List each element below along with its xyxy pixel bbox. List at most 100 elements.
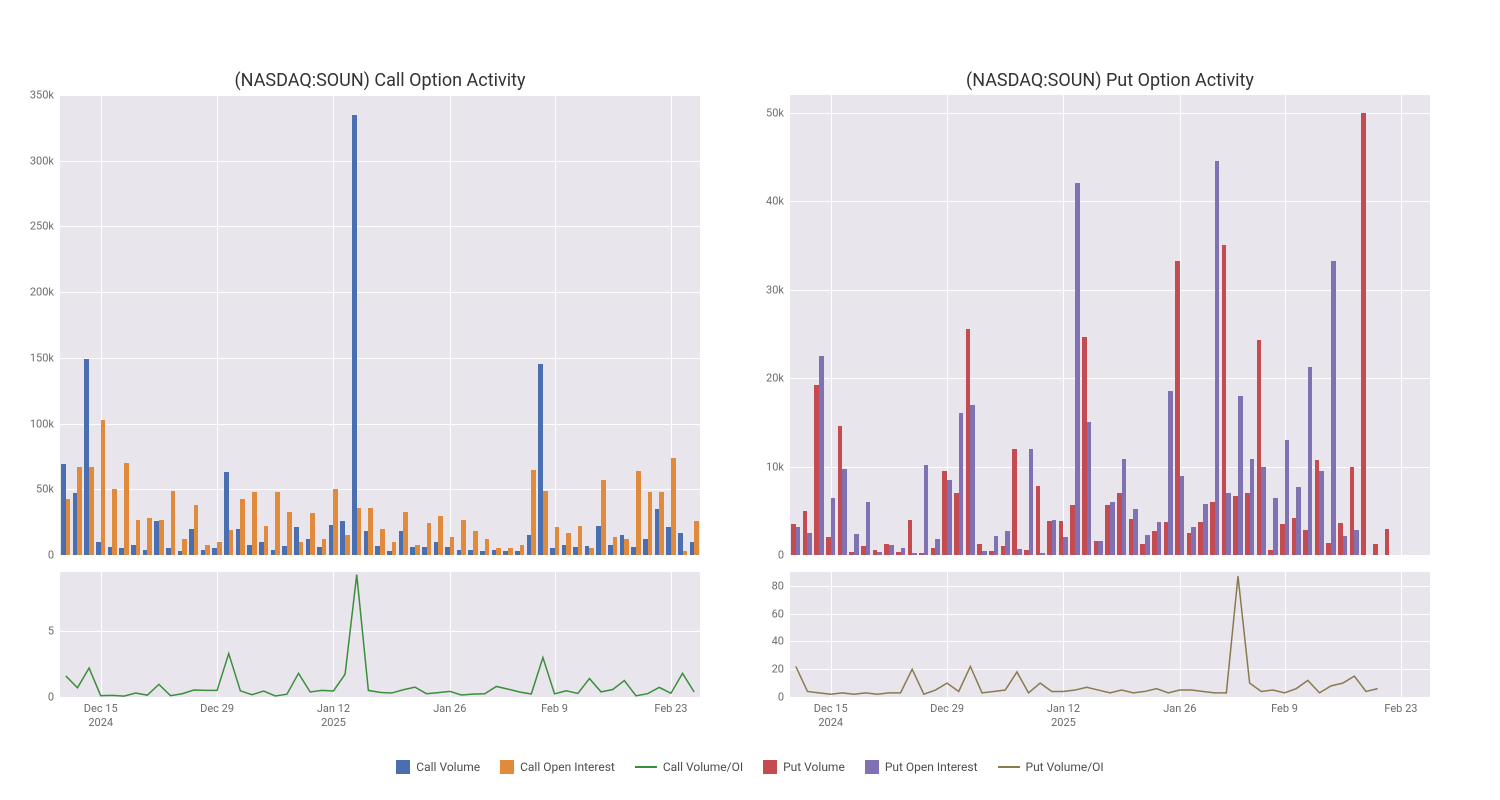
options-activity-figure: (NASDAQ:SOUN) Call Option Activity050k10… (0, 0, 1500, 800)
bar-series-b (240, 499, 245, 556)
ratio-line (790, 572, 1430, 697)
bar-series-b (136, 520, 141, 555)
bar-series-b (601, 480, 606, 555)
bar-series-b (578, 526, 583, 555)
x-tick-label: Dec 29 (200, 702, 234, 715)
bar-series-a (1385, 529, 1390, 555)
bar-series-b (935, 539, 940, 555)
bar-series-a (1036, 486, 1041, 555)
bar-series-b (1191, 527, 1196, 555)
bar-series-b (217, 542, 222, 555)
legend-swatch (500, 760, 514, 774)
bar-series-b (77, 467, 82, 555)
legend-item: Call Volume (396, 760, 480, 774)
bar-series-b (508, 548, 513, 555)
y-tick-label: 50k (742, 106, 784, 119)
y-tick-label: 150k (12, 351, 54, 364)
bar-series-a (1361, 113, 1366, 555)
bar-series-b (566, 533, 571, 555)
x-tick-label: Dec 15 (84, 702, 118, 715)
legend-label: Put Volume (783, 760, 845, 774)
x-tick-label: Feb 9 (541, 702, 568, 715)
legend-item: Call Volume/OI (635, 760, 743, 774)
y-tick-label: 300k (12, 154, 54, 167)
gridline (333, 95, 334, 555)
y-tick-label: 0 (12, 691, 54, 704)
bar-series-b (889, 545, 894, 555)
bar-series-b (415, 545, 420, 556)
x-year-label: 2025 (1051, 716, 1076, 729)
bar-series-b (970, 405, 975, 555)
bar-series-b (819, 356, 824, 555)
x-tick-label: Jan 12 (317, 702, 350, 715)
bar-series-b (1063, 537, 1068, 555)
bar-series-b (333, 489, 338, 555)
bar-series-b (671, 458, 676, 555)
bar-series-b (357, 508, 362, 555)
bar-series-b (1215, 161, 1220, 555)
bar-series-b (1180, 476, 1185, 555)
y-tick-label: 80 (742, 579, 784, 592)
legend-label: Call Volume/OI (663, 760, 743, 774)
bar-series-b (854, 534, 859, 555)
legend-swatch (396, 760, 410, 774)
bar-series-b (310, 513, 315, 555)
bar-series-b (912, 553, 917, 555)
bar-series-b (252, 492, 257, 555)
right-bar-plot (790, 95, 1430, 555)
legend-swatch (865, 760, 879, 774)
legend: Call Volume Call Open Interest Call Volume… (0, 760, 1500, 774)
y-tick-label: 200k (12, 286, 54, 299)
bar-series-b (1250, 459, 1255, 555)
bar-series-b (89, 467, 94, 555)
bar-series-b (1005, 531, 1010, 555)
bar-series-b (543, 491, 548, 555)
bar-series-b (438, 516, 443, 555)
gridline (790, 113, 1430, 114)
legend-item: Call Open Interest (500, 760, 615, 774)
legend-label: Call Volume (416, 760, 480, 774)
bar-series-b (1296, 487, 1301, 555)
bar-series-b (1331, 261, 1336, 555)
bar-series-b (924, 465, 929, 555)
bar-series-b (1354, 530, 1359, 555)
bar-series-b (877, 552, 882, 555)
bar-series-b (1052, 520, 1057, 555)
bar-series-b (694, 521, 699, 555)
x-tick-label: Jan 26 (433, 702, 466, 715)
bar-series-a (352, 115, 357, 555)
bar-series-b (1040, 553, 1045, 555)
bar-series-b (1261, 467, 1266, 555)
legend-swatch (998, 766, 1020, 768)
bar-series-b (112, 489, 117, 555)
x-tick-label: Feb 23 (654, 702, 687, 715)
bar-series-b (322, 539, 327, 555)
y-tick-label: 60 (742, 607, 784, 620)
bar-series-b (182, 539, 187, 555)
bar-series-b (450, 537, 455, 555)
gridline (1063, 95, 1064, 555)
bar-series-b (555, 527, 560, 555)
x-year-label: 2025 (321, 716, 346, 729)
y-tick-label: 30k (742, 283, 784, 296)
bar-series-a (908, 520, 913, 555)
bar-series-b (796, 527, 801, 555)
y-tick-label: 5 (12, 625, 54, 638)
gridline (555, 95, 556, 555)
bar-series-b (205, 545, 210, 556)
bar-series-b (947, 480, 952, 555)
gridline (60, 161, 700, 162)
y-tick-label: 250k (12, 220, 54, 233)
bar-series-b (275, 492, 280, 555)
bar-series-b (427, 523, 432, 555)
y-tick-label: 50k (12, 483, 54, 496)
bar-series-b (229, 530, 234, 555)
bar-series-b (345, 535, 350, 555)
bar-series-b (299, 542, 304, 555)
bar-series-b (368, 508, 373, 555)
bar-series-b (959, 413, 964, 555)
bar-series-b (613, 537, 618, 555)
gridline (60, 358, 700, 359)
legend-item: Put Volume (763, 760, 845, 774)
bar-series-b (1133, 509, 1138, 555)
